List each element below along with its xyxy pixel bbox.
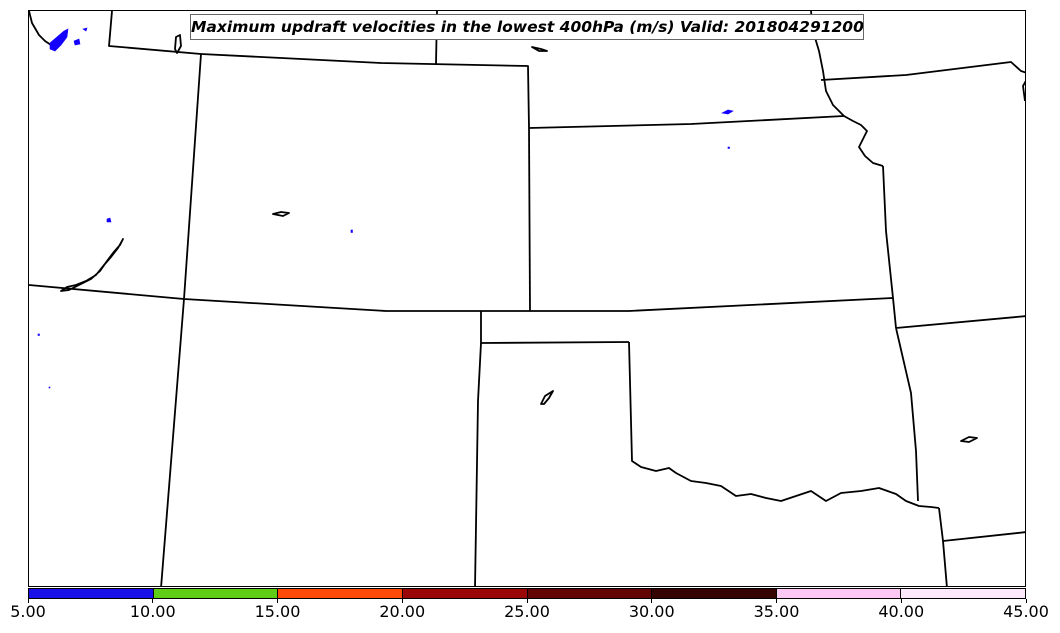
state-border — [895, 315, 1025, 329]
lake-outline — [272, 211, 290, 217]
state-border — [628, 341, 940, 509]
lake-outline — [531, 46, 548, 52]
colorbar-segment — [29, 589, 154, 598]
colorbar-tick-label: 5.00 — [10, 602, 46, 621]
updraft-cell — [727, 146, 730, 149]
colorbar — [28, 588, 1026, 599]
updraft-cell — [73, 38, 81, 46]
colorbar-segment — [402, 589, 528, 598]
colorbar-segment — [901, 589, 1025, 598]
state-border — [29, 284, 894, 312]
colorbar-tick-label: 35.00 — [753, 602, 800, 621]
state-border — [528, 115, 845, 129]
state-border — [528, 127, 531, 312]
state-border — [895, 327, 919, 502]
colorbar-tick — [651, 599, 653, 603]
colorbar-tick — [526, 599, 528, 603]
colorbar-tick — [27, 599, 29, 603]
state-border — [29, 11, 52, 46]
river-outline — [60, 238, 124, 292]
colorbar-tick — [900, 599, 902, 603]
state-border — [942, 531, 1025, 542]
colorbar-tick — [1025, 599, 1027, 603]
lake-outline — [174, 34, 182, 54]
colorbar-tick-label: 10.00 — [129, 602, 176, 621]
colorbar-tick-label: 40.00 — [878, 602, 925, 621]
state-border — [474, 342, 482, 586]
state-border — [200, 53, 530, 129]
colorbar-tick-label: 45.00 — [1003, 602, 1049, 621]
map-canvas — [29, 11, 1025, 586]
colorbar-tick — [277, 599, 278, 603]
colorbar-tick-label: 25.00 — [504, 602, 550, 621]
colorbar-segment — [278, 589, 403, 598]
colorbar-tick — [776, 599, 777, 603]
state-border — [882, 165, 897, 329]
colorbar-tick-label: 20.00 — [379, 602, 426, 621]
colorbar-tick-label: 15.00 — [254, 602, 301, 621]
map-title: Maximum updraft velocities in the lowest… — [190, 14, 864, 40]
colorbar-tick — [401, 599, 403, 603]
colorbar-segment — [527, 589, 653, 598]
lake-outline — [960, 436, 978, 443]
state-border — [938, 507, 948, 586]
state-border — [1022, 80, 1025, 102]
map-panel — [28, 10, 1026, 587]
colorbar-tick — [152, 599, 154, 603]
updraft-cell — [49, 28, 69, 52]
state-border — [160, 53, 202, 586]
updraft-cell — [721, 109, 734, 115]
state-border — [480, 311, 630, 344]
colorbar-segment — [776, 589, 902, 598]
updraft-cell — [350, 229, 353, 233]
updraft-cell — [37, 333, 40, 336]
colorbar-segment — [153, 589, 279, 598]
updraft-cell — [106, 217, 112, 223]
state-border — [108, 11, 202, 55]
state-border — [820, 61, 1025, 81]
colorbar-segment — [652, 589, 777, 598]
river-border — [810, 11, 884, 167]
river-outline — [540, 390, 554, 405]
updraft-cell — [48, 386, 51, 389]
updraft-cell — [82, 27, 88, 32]
colorbar-tick-label: 30.00 — [628, 602, 675, 621]
